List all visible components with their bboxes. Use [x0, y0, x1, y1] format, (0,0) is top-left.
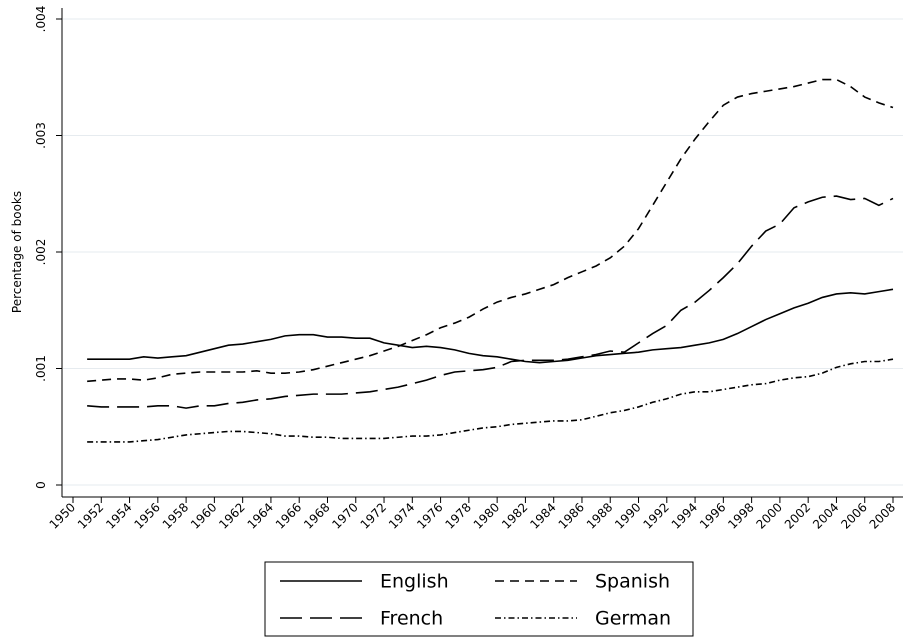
legend-items: English Spanish French German — [280, 571, 671, 630]
y-tick-label: .003 — [34, 122, 48, 149]
legend-label: English — [380, 571, 449, 593]
legend-label: Spanish — [595, 571, 670, 593]
legend-label: German — [595, 608, 671, 630]
series-line — [87, 358, 894, 443]
y-tick-label: .004 — [34, 6, 48, 33]
series-line — [87, 195, 894, 409]
y-axis-title: Percentage of books — [10, 191, 24, 313]
y-tick-label: .001 — [34, 355, 48, 382]
legend — [264, 561, 694, 637]
series-line — [87, 78, 894, 383]
legend-label: French — [380, 608, 443, 630]
series-line — [87, 288, 894, 364]
y-tick-label: 0 — [34, 481, 48, 489]
y-tick-label: .002 — [34, 239, 48, 266]
